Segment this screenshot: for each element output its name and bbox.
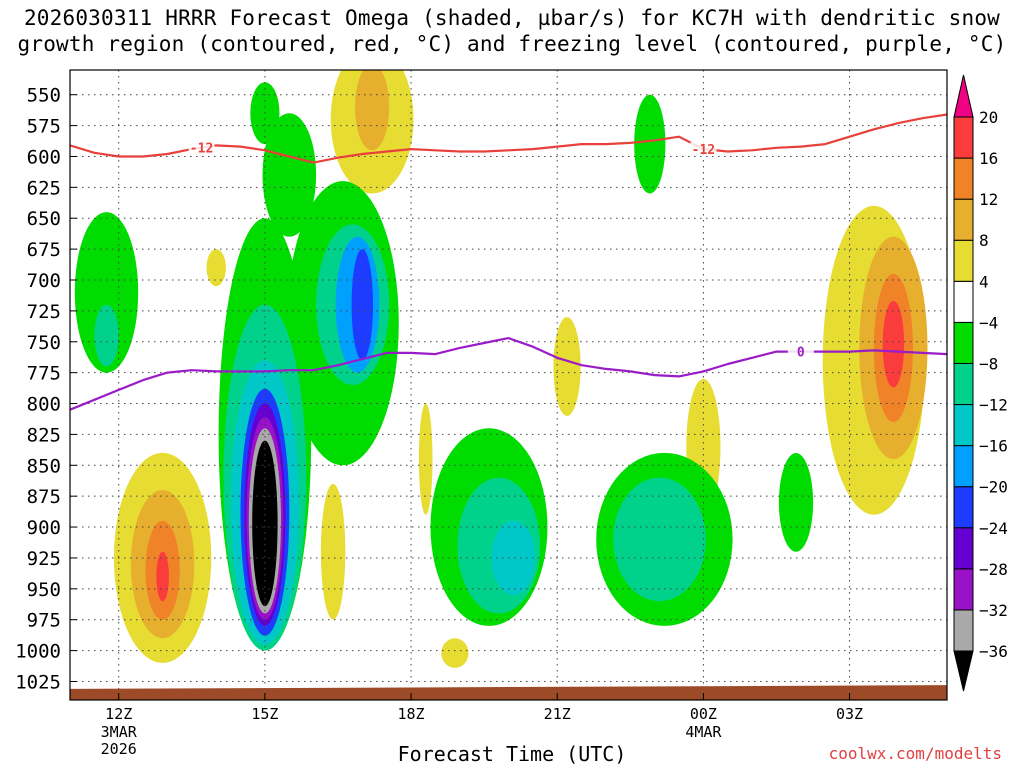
omega-region-25 bbox=[613, 477, 706, 602]
omega-region-33 bbox=[351, 249, 373, 361]
contour-label-0-0: -12 bbox=[190, 142, 213, 157]
contour-label-0-1: -12 bbox=[692, 143, 715, 158]
y-tick-label-1: 575 bbox=[27, 116, 61, 138]
y-tick-label-3: 625 bbox=[27, 177, 61, 199]
y-tick-label-5: 675 bbox=[27, 239, 61, 261]
y-tick-label-18: 1000 bbox=[15, 641, 61, 663]
ground-fill bbox=[70, 685, 947, 700]
colorbar-label-3: −24 bbox=[979, 519, 1008, 538]
y-tick-label-9: 775 bbox=[27, 363, 61, 385]
contour-label-bg-1-0 bbox=[787, 344, 814, 359]
y-tick-label-19: 1025 bbox=[15, 671, 61, 693]
y-tick-label-15: 925 bbox=[27, 548, 61, 570]
colorbar-bin-8 bbox=[953, 321, 974, 364]
omega-region-16 bbox=[778, 453, 814, 552]
y-tick-label-6: 700 bbox=[27, 270, 61, 292]
y-tick-label-7: 725 bbox=[27, 301, 61, 323]
y-tick-label-17: 975 bbox=[27, 610, 61, 632]
y-tick-label-8: 750 bbox=[27, 332, 61, 354]
y-tick-label-10: 800 bbox=[27, 394, 61, 416]
omega-region-1 bbox=[553, 317, 581, 416]
colorbar-label-4: −20 bbox=[979, 478, 1008, 497]
colorbar-label-12: 16 bbox=[979, 149, 998, 168]
x-tick-label-5: 03Z bbox=[836, 705, 863, 723]
omega-shading bbox=[74, 70, 928, 668]
y-tick-label-12: 850 bbox=[27, 455, 61, 477]
plot-border bbox=[69, 69, 948, 701]
colorbar-bin-4 bbox=[953, 486, 974, 529]
omega-region-30 bbox=[156, 551, 169, 602]
y-tick-label-4: 650 bbox=[27, 208, 61, 230]
colorbar-bin-2 bbox=[953, 568, 974, 611]
colorbar-top-arrow bbox=[953, 74, 974, 118]
chart-title-line-2: growth region (contoured, red, °C) and f… bbox=[17, 32, 1007, 56]
omega-region-9 bbox=[74, 212, 139, 373]
omega-region-19 bbox=[355, 70, 390, 151]
x-tick-label-3: 21Z bbox=[544, 705, 571, 723]
colorbar-bin-3 bbox=[953, 527, 974, 570]
colorbar-bin-6 bbox=[953, 404, 974, 447]
pressure-axis: 550 575 600 625 650 675 700 725 750 775 800 825 850 8… bbox=[15, 85, 77, 693]
omega-region-4 bbox=[206, 249, 226, 287]
colorbar-label-10: 8 bbox=[979, 231, 989, 250]
y-tick-label-0: 550 bbox=[27, 85, 61, 107]
colorbar-bin-13 bbox=[953, 116, 974, 159]
omega-region-15 bbox=[634, 94, 666, 194]
contour-label-bg-0-0 bbox=[188, 140, 215, 155]
colorbar-bin-11 bbox=[953, 198, 974, 241]
x-tick-label-2: 18Z bbox=[398, 705, 425, 723]
chart-title-line-1: 2026030311 HRRR Forecast Omega (shaded, … bbox=[23, 6, 1001, 30]
colorbar-bin-7 bbox=[953, 362, 974, 406]
contour-label-bg-0-1 bbox=[690, 142, 717, 157]
colorbar-label-6: −12 bbox=[979, 396, 1008, 415]
x-axis-title: Forecast Time (UTC) bbox=[397, 742, 627, 766]
y-tick-label-2: 600 bbox=[27, 146, 61, 168]
plot-frame bbox=[69, 69, 948, 701]
omega-colorbar: −36 −32 −28 −24 −20 −16 −12 −8 −4 4 8 12 16 20 bbox=[953, 74, 1008, 692]
grid-lines bbox=[70, 70, 947, 700]
omega-region-29 bbox=[491, 520, 536, 596]
colorbar-label-13: 20 bbox=[979, 108, 998, 127]
y-tick-label-14: 900 bbox=[27, 517, 61, 539]
colorbar-label-2: −28 bbox=[979, 560, 1008, 579]
ground-surface bbox=[70, 685, 947, 700]
colorbar-label-11: 12 bbox=[979, 190, 998, 209]
colorbar-bin-1 bbox=[953, 609, 974, 652]
x-tick-label-4: 00Z bbox=[690, 705, 717, 723]
contour-line-0 bbox=[70, 113, 947, 164]
colorbar-label-7: −8 bbox=[979, 354, 998, 373]
omega-region-2 bbox=[418, 403, 433, 515]
colorbar-bin-12 bbox=[953, 157, 974, 200]
x-tick-sublabel-0-0: 3MAR bbox=[101, 723, 138, 741]
y-tick-label-13: 875 bbox=[27, 486, 61, 508]
x-tick-sublabel-0-1: 2026 bbox=[101, 740, 137, 758]
y-tick-label-16: 950 bbox=[27, 579, 61, 601]
x-tick-sublabel-4-0: 4MAR bbox=[685, 723, 722, 741]
omega-region-14 bbox=[262, 113, 317, 237]
colorbar-bin-9 bbox=[953, 280, 974, 323]
omega-region-21 bbox=[94, 304, 119, 367]
omega-region-32 bbox=[882, 301, 905, 388]
colorbar-label-1: −32 bbox=[979, 601, 1008, 620]
colorbar-label-8: −4 bbox=[979, 313, 998, 332]
colorbar-label-0: −36 bbox=[979, 642, 1008, 661]
colorbar-bottom-arrow bbox=[953, 650, 974, 692]
colorbar-bin-10 bbox=[953, 239, 974, 282]
contour-labels: -12 -12 0 bbox=[188, 140, 814, 361]
omega-region-6 bbox=[441, 638, 469, 668]
colorbar-label-5: −16 bbox=[979, 437, 1008, 456]
contour-label-1-0: 0 bbox=[797, 346, 805, 361]
omega-region-5 bbox=[320, 483, 346, 620]
x-tick-label-0: 12Z bbox=[105, 705, 132, 723]
y-tick-label-11: 825 bbox=[27, 424, 61, 446]
site-credit: coolwx.com/modelts bbox=[828, 744, 1002, 763]
colorbar-label-9: 4 bbox=[979, 272, 989, 291]
x-tick-label-1: 15Z bbox=[251, 705, 278, 723]
colorbar-bin-5 bbox=[953, 445, 974, 488]
omega-region-38 bbox=[252, 440, 278, 607]
